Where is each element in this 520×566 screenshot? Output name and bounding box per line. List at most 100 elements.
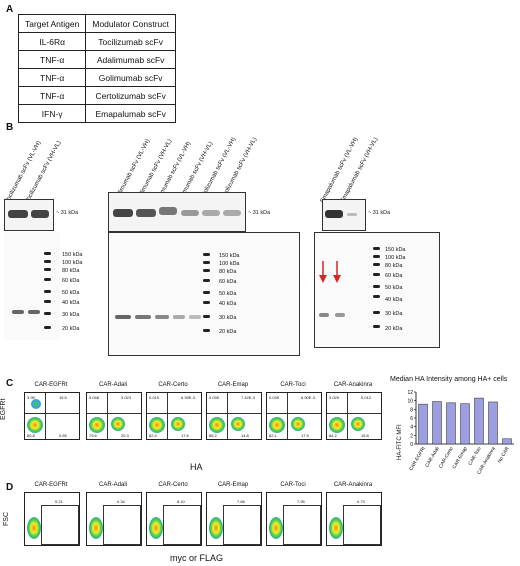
facs-sample-title: CAR-Anakinra — [333, 382, 373, 388]
bar — [502, 438, 512, 445]
facs-sample-title: CAR-Certo — [158, 382, 188, 388]
bar-chart-title: Median HA Intensity among HA+ cells — [390, 376, 508, 383]
quadrant-value: 15.5 — [59, 395, 67, 400]
bar-chart: 024681012CAR-EGFRtCAR-AdaliCAR-CertoCAR-… — [407, 390, 514, 476]
facs-sample-title: CAR-Toci — [280, 482, 306, 488]
table-row: IL-6Rα Tocilizumab scFv — [17, 32, 176, 51]
ladder-label: 60 kDa — [62, 278, 80, 284]
table-cell: IFN-γ — [17, 104, 87, 123]
gate-value: 8.10 — [177, 499, 185, 504]
facs-plot: 0.73 — [326, 492, 382, 546]
quadrant-value: 0.039 — [269, 395, 280, 400]
table-cell: Tocilizumab scFv — [85, 32, 176, 51]
table-row: TNF-α Golimumab scFv — [17, 68, 176, 87]
western-blot-mid — [108, 192, 246, 232]
panel-label-b: B — [6, 122, 14, 133]
bar — [474, 397, 484, 445]
lane-label: Tocilizumab scFv (VH-VL) — [24, 140, 63, 204]
quadrant-value: 6.90E-3 — [301, 395, 316, 400]
ladder-label: 50 kDa — [385, 285, 403, 291]
facs-c-ylabel: EGFRt — [0, 398, 7, 420]
facs-plot: 7.68 — [206, 492, 262, 546]
bar — [418, 403, 428, 445]
table-cell: IL-6Rα — [17, 32, 87, 51]
quadrant-value: 84.2 — [329, 433, 337, 438]
ladder-label: 20 kDa — [62, 326, 80, 332]
ladder-label: 100 kDa — [219, 261, 240, 267]
facs-sample-title: CAR-Adali — [98, 382, 127, 388]
ladder-labels-left: 150 kDa 100 kDa 80 kDa 60 kDa 50 kDa 40 … — [62, 249, 102, 345]
ladder-labels-right: 150 kDa 100 kDa 80 kDa 60 kDa 50 kDa 40 … — [385, 244, 437, 340]
gate-value: 0.73 — [357, 499, 365, 504]
ladder-label: 40 kDa — [385, 297, 403, 303]
quadrant-value: 85.2 — [209, 433, 217, 438]
quadrant-value: 0.035 — [209, 395, 220, 400]
y-tick-label: 0 — [410, 442, 413, 448]
quadrant-value: 0.029 — [329, 395, 340, 400]
facs-plot: 0.039 6.90E-3 82.1 17.9 — [266, 392, 322, 440]
table-cell: Golimumab scFv — [85, 68, 176, 87]
ladder-label: 80 kDa — [385, 263, 403, 269]
ladder-label: 50 kDa — [219, 291, 237, 297]
facs-plot: 8.10 — [146, 492, 202, 546]
facs-plot: 0.035 7.42E-3 85.2 14.8 — [206, 392, 262, 440]
antigen-table: Target Antigen Modulator Construct IL-6R… — [17, 14, 176, 123]
facs-c-xlabel: HA — [190, 462, 203, 472]
lane-label: Tocilizumab scFv (VL-VH) — [4, 140, 43, 204]
table-header: Modulator Construct — [85, 14, 176, 33]
table-cell: Certolizumab scFv — [85, 86, 176, 105]
table-cell: TNF-α — [17, 50, 87, 69]
panel-label-c: C — [6, 378, 14, 389]
ladder-label: 100 kDa — [385, 255, 406, 261]
facs-plot: 0.019 6.39E-3 82.4 17.6 — [146, 392, 202, 440]
facs-sample-title: CAR-Emap — [217, 382, 249, 388]
ladder-label: 150 kDa — [219, 253, 240, 259]
ladder-label: 150 kDa — [62, 252, 83, 258]
facs-plot: 0.029 0.012 84.2 15.8 — [326, 392, 382, 440]
x-tick-label: CAR-EGFRt — [408, 445, 427, 471]
table-cell: Adalimumab scFv — [85, 50, 176, 69]
gate-value: 0.34 — [117, 499, 125, 504]
y-tick-label: 4 — [410, 425, 413, 431]
facs-sample-title: CAR-Adali — [98, 482, 127, 488]
y-tick-label: 2 — [410, 433, 413, 439]
ladder-label: 60 kDa — [385, 273, 403, 279]
ladder-label: 20 kDa — [385, 326, 403, 332]
ladder-label: 80 kDa — [62, 268, 80, 274]
gate-value: 7.68 — [237, 499, 245, 504]
ladder-labels-mid: 150 kDa 100 kDa 80 kDa 60 kDa 50 kDa 40 … — [219, 250, 279, 346]
quadrant-value: 82.4 — [149, 433, 157, 438]
facs-sample-title: CAR-Certo — [158, 482, 188, 488]
bar — [460, 403, 470, 445]
table-cell: Emapalumab scFv — [85, 104, 176, 123]
facs-plot: 7.95 — [266, 492, 322, 546]
ladder-label: 150 kDa — [385, 247, 406, 253]
ladder-label: 80 kDa — [219, 269, 237, 275]
facs-d-ylabel: FSC — [3, 512, 10, 526]
ladder-label: 30 kDa — [385, 311, 403, 317]
facs-d-xlabel: myc or FLAG — [170, 553, 224, 563]
quadrant-value: 0.65 — [59, 433, 67, 438]
western-blot-left — [4, 199, 54, 231]
ladder-label: 50 kDa — [62, 290, 80, 296]
quadrant-value: 17.9 — [301, 433, 309, 438]
y-tick-label: 8 — [410, 407, 413, 413]
quadrant-value: 80.8 — [27, 433, 35, 438]
western-blot-right — [322, 199, 366, 231]
panel-label-a: A — [6, 4, 14, 15]
sds-gel-left — [4, 232, 60, 340]
bar — [432, 401, 442, 445]
x-tick-label: No CAR — [497, 446, 511, 465]
table-row: TNF-α Certolizumab scFv — [17, 86, 176, 105]
table-cell: TNF-α — [17, 86, 87, 105]
y-tick-label: 6 — [410, 416, 413, 422]
bar — [488, 401, 498, 445]
quadrant-value: 0.019 — [149, 395, 160, 400]
quadrant-value: 82.1 — [269, 433, 277, 438]
quadrant-value: 0.023 — [121, 395, 132, 400]
table-header: Target Antigen — [17, 14, 87, 33]
bar — [446, 402, 456, 445]
lane-label: Emapalumab scFv (VL-VH) — [319, 136, 360, 204]
sds-gel-mid: 150 kDa 100 kDa 80 kDa 60 kDa 50 kDa 40 … — [108, 232, 300, 356]
ladder-label: 40 kDa — [219, 301, 237, 307]
